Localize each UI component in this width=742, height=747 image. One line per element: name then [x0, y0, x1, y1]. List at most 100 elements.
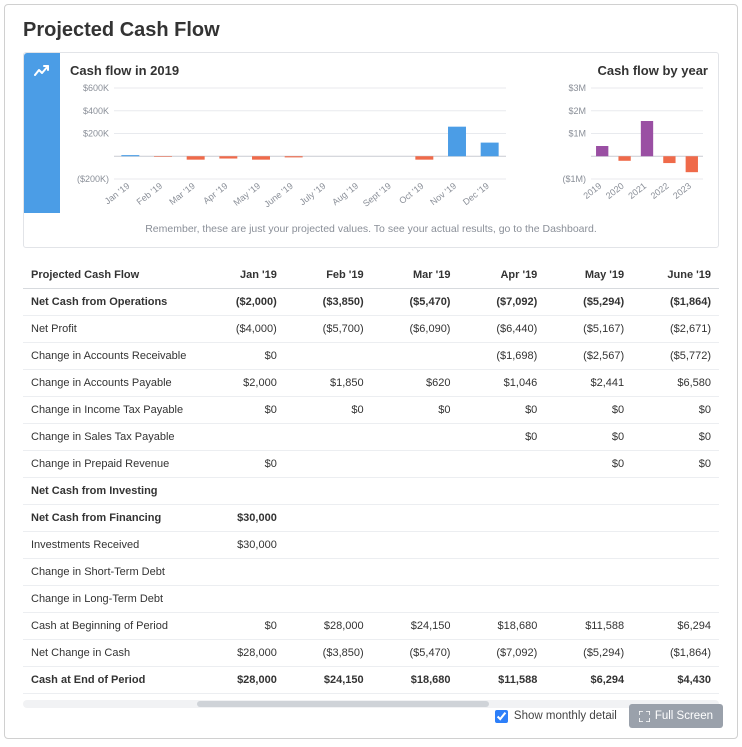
table-cell: $28,000 — [198, 640, 285, 667]
table-cell — [285, 586, 372, 613]
row-label: Net Profit — [23, 316, 198, 343]
row-label: Net Cash from Investing — [23, 478, 198, 505]
table-body: Net Cash from Operations($2,000)($3,850)… — [23, 289, 719, 694]
table-cell — [372, 343, 459, 370]
svg-text:May '19: May '19 — [231, 181, 262, 208]
row-label: Net Cash from Financing — [23, 505, 198, 532]
table-cell: $620 — [372, 370, 459, 397]
table-cell: ($5,294) — [545, 289, 632, 316]
table-cell: $28,000 — [285, 613, 372, 640]
svg-text:($200K): ($200K) — [77, 174, 109, 184]
monthly-detail-toggle[interactable]: Show monthly detail — [495, 710, 617, 723]
svg-text:($1M): ($1M) — [562, 174, 586, 184]
table-cell: $1,046 — [458, 370, 545, 397]
table-cell: $18,680 — [458, 613, 545, 640]
fullscreen-button[interactable]: Full Screen — [629, 704, 723, 728]
monthly-detail-checkbox[interactable] — [495, 710, 508, 723]
svg-text:$2M: $2M — [568, 106, 586, 116]
svg-text:2022: 2022 — [649, 181, 671, 201]
row-label: Cash at End of Period — [23, 667, 198, 694]
svg-text:Aug '19: Aug '19 — [330, 181, 360, 208]
table-cell: $28,000 — [198, 667, 285, 694]
table-cell — [458, 451, 545, 478]
table-cell — [458, 532, 545, 559]
expand-icon — [639, 711, 650, 722]
row-label: Change in Accounts Receivable — [23, 343, 198, 370]
svg-text:Jan '19: Jan '19 — [103, 181, 132, 207]
row-label: Change in Accounts Payable — [23, 370, 198, 397]
table-cell — [372, 505, 459, 532]
table-row: Change in Short-Term Debt — [23, 559, 719, 586]
table-cell: $6,294 — [632, 613, 719, 640]
table-cell — [545, 505, 632, 532]
table-cell — [285, 532, 372, 559]
table-row: Investments Received$30,000 — [23, 532, 719, 559]
table-row: Net Cash from Investing — [23, 478, 719, 505]
table-cell — [545, 532, 632, 559]
row-label: Change in Short-Term Debt — [23, 559, 198, 586]
table-cell: ($2,000) — [198, 289, 285, 316]
svg-text:$600K: $600K — [83, 84, 109, 93]
table-row: Change in Income Tax Payable$0$0$0$0$0$0 — [23, 397, 719, 424]
table-row: Change in Sales Tax Payable$0$0$0 — [23, 424, 719, 451]
chart-badge — [24, 53, 60, 213]
table-cell — [285, 478, 372, 505]
page-title: Projected Cash Flow — [5, 5, 737, 52]
table-cell — [632, 505, 719, 532]
monthly-chart: ($200K)$200K$400K$600KJan '19Feb '19Mar … — [70, 84, 510, 209]
table-cell — [545, 586, 632, 613]
table-row: Change in Long-Term Debt — [23, 586, 719, 613]
table-cell — [285, 343, 372, 370]
table-column-header: June '19 — [632, 262, 719, 289]
table-cell: $4,430 — [632, 667, 719, 694]
table-cell — [545, 478, 632, 505]
yearly-chart-title: Cash flow by year — [547, 63, 708, 78]
table-cell — [285, 505, 372, 532]
footer-controls: Show monthly detail Full Screen — [495, 704, 723, 728]
scrollbar-thumb[interactable] — [197, 701, 489, 707]
svg-text:$3M: $3M — [568, 84, 586, 93]
table-cell: $0 — [545, 451, 632, 478]
row-label: Net Cash from Operations — [23, 289, 198, 316]
table-cell: ($5,700) — [285, 316, 372, 343]
fullscreen-label: Full Screen — [655, 710, 713, 722]
table-cell — [372, 586, 459, 613]
svg-text:Oct '19: Oct '19 — [397, 181, 425, 206]
table-cell: ($4,000) — [198, 316, 285, 343]
table-cell — [372, 532, 459, 559]
table-cell: ($7,092) — [458, 289, 545, 316]
table-cell — [285, 424, 372, 451]
row-label: Net Change in Cash — [23, 640, 198, 667]
table-row: Net Profit($4,000)($5,700)($6,090)($6,44… — [23, 316, 719, 343]
monthly-chart-panel: Cash flow in 2019 ($200K)$200K$400K$600K… — [60, 53, 543, 213]
table-cell — [632, 559, 719, 586]
trend-line-icon — [34, 63, 50, 79]
table-cell — [458, 478, 545, 505]
table-header-label: Projected Cash Flow — [23, 262, 198, 289]
projection-table-wrap[interactable]: Projected Cash FlowJan '19Feb '19Mar '19… — [23, 262, 719, 694]
table-column-header: Mar '19 — [372, 262, 459, 289]
table-cell — [458, 586, 545, 613]
table-cell: $18,680 — [372, 667, 459, 694]
table-cell — [285, 559, 372, 586]
table-cell — [198, 478, 285, 505]
table-cell: ($1,864) — [632, 640, 719, 667]
svg-text:Nov '19: Nov '19 — [428, 181, 458, 207]
table-row: Net Change in Cash$28,000($3,850)($5,470… — [23, 640, 719, 667]
table-cell: ($3,850) — [285, 640, 372, 667]
yearly-chart-panel: Cash flow by year ($1M)$1M$2M$3M20192020… — [543, 53, 718, 213]
table-cell: $0 — [632, 424, 719, 451]
table-cell: ($3,850) — [285, 289, 372, 316]
table-cell — [372, 478, 459, 505]
svg-text:2020: 2020 — [604, 181, 626, 201]
table-cell: $6,294 — [545, 667, 632, 694]
svg-text:2021: 2021 — [626, 181, 648, 201]
svg-text:$200K: $200K — [83, 129, 109, 139]
table-cell: $0 — [458, 397, 545, 424]
table-cell: $11,588 — [458, 667, 545, 694]
row-label: Change in Sales Tax Payable — [23, 424, 198, 451]
table-header-row: Projected Cash FlowJan '19Feb '19Mar '19… — [23, 262, 719, 289]
table-cell: $0 — [372, 397, 459, 424]
table-row: Cash at End of Period$28,000$24,150$18,6… — [23, 667, 719, 694]
table-cell: $30,000 — [198, 532, 285, 559]
